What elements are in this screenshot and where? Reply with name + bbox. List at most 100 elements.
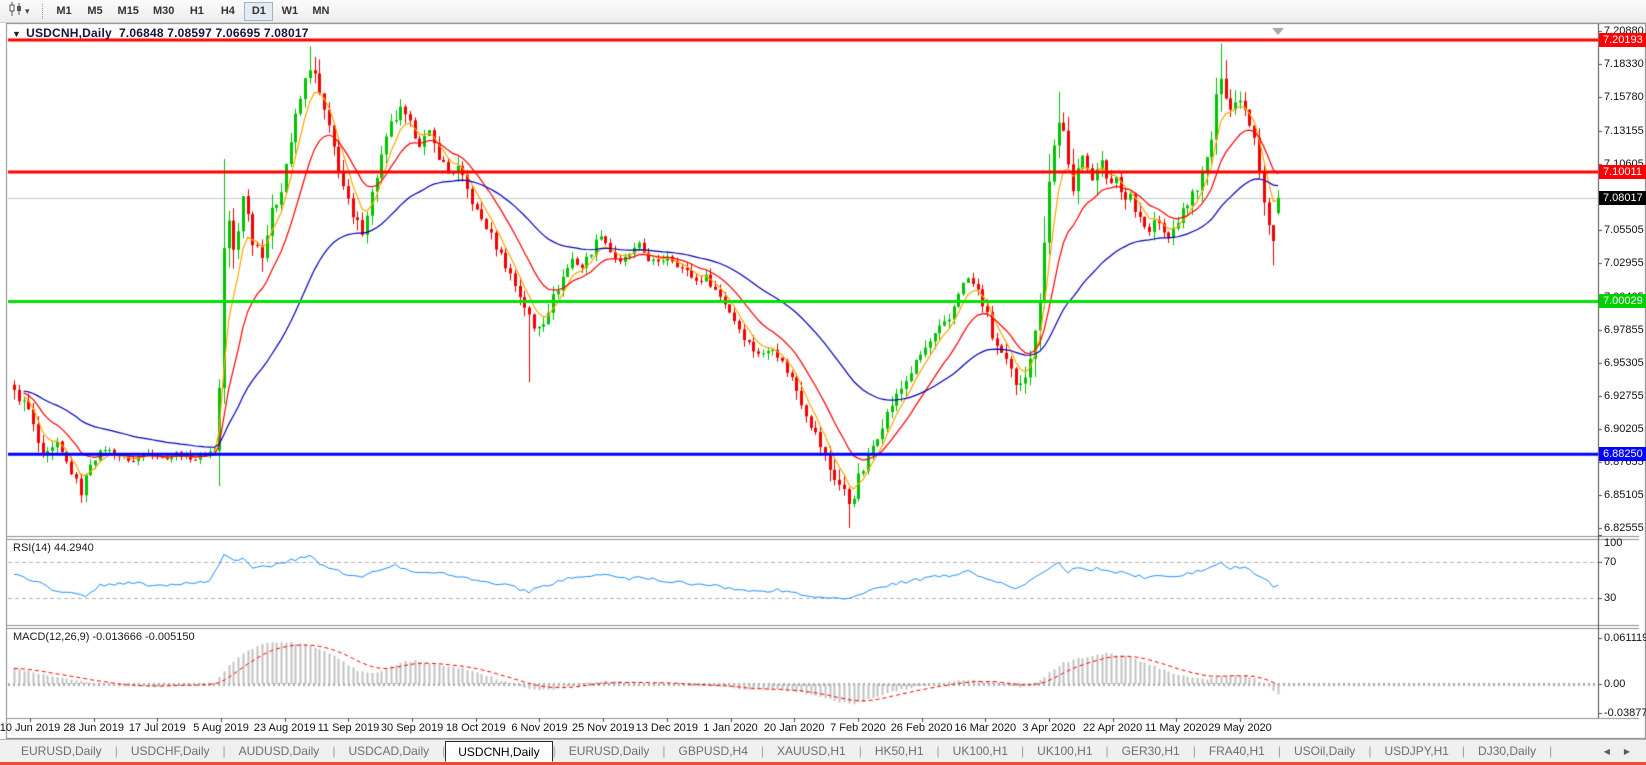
date-label: 25 Nov 2019 [571, 722, 635, 734]
tab-separator: | [1192, 744, 1196, 758]
date-label: 30 Sep 2019 [380, 722, 444, 734]
symbol-tab-eurusd-daily[interactable]: EURUSD,Daily [568, 744, 650, 758]
tab-separator: | [760, 744, 765, 758]
price-tick: 7.02955 [1604, 257, 1644, 270]
tab-separator: | [662, 744, 666, 758]
chart-canvas[interactable] [0, 23, 1646, 739]
date-label: 18 Oct 2019 [445, 722, 506, 734]
price-level-box: 6.88250 [1599, 447, 1646, 462]
date-label: 11 Sep 2019 [317, 722, 380, 734]
symbol-tab-usdcad-daily[interactable]: USDCAD,Daily [348, 744, 430, 758]
price-tick: 6.95305 [1604, 356, 1644, 369]
price-tick: 6.90205 [1604, 422, 1644, 435]
chart-symbol-label: USDCNH,Daily [26, 26, 112, 40]
symbol-tab-dj30-daily[interactable]: DJ30,Daily [1478, 744, 1537, 758]
symbol-tab-bar: EURUSD,Daily | USDCHF,Daily | AUDUSD,Daily | U… [0, 739, 1646, 762]
date-label: 28 Jun 2019 [63, 722, 124, 734]
date-label: 16 Mar 2020 [954, 722, 1017, 734]
date-label: 23 Aug 2019 [253, 722, 316, 734]
price-tick: 6.97855 [1604, 323, 1644, 336]
symbol-tab-ger30-h1[interactable]: GER30,H1 [1121, 744, 1180, 758]
rsi-tick: 70 [1604, 556, 1617, 568]
timeframe-button-h4[interactable]: H4 [213, 2, 242, 21]
tab-separator: | [1461, 744, 1466, 758]
tab-separator: | [1105, 744, 1109, 758]
timeframe-button-h1[interactable]: H1 [182, 2, 211, 21]
date-label: 1 Jan 2020 [703, 722, 758, 734]
tab-separator: | [1549, 744, 1553, 758]
symbol-tab-xauusd-h1[interactable]: XAUUSD,H1 [777, 744, 846, 758]
macd-indicator-label: MACD(12,26,9) -0.013666 -0.005150 [13, 631, 195, 643]
tab-separator: | [442, 744, 446, 758]
toolbar-grip [41, 3, 43, 19]
macd-tick: 0.061119 [1604, 632, 1646, 644]
bottom-accent-strip [0, 762, 1646, 765]
timeframe-button-mn[interactable]: MN [306, 2, 335, 21]
symbol-tab-gbpusd-h4[interactable]: GBPUSD,H4 [678, 744, 748, 758]
date-label: 11 May 2020 [1144, 722, 1208, 734]
price-level-box: 7.00029 [1599, 294, 1646, 309]
timeframe-button-w1[interactable]: W1 [275, 2, 304, 21]
rsi-indicator-label: RSI(14) 44.2940 [13, 542, 94, 554]
price-tick: 7.05505 [1604, 224, 1644, 237]
tab-separator: | [332, 744, 336, 758]
date-label: 7 Feb 2020 [830, 722, 886, 734]
date-label: 6 Nov 2019 [511, 722, 568, 734]
symbol-tab-audusd-daily[interactable]: AUDUSD,Daily [238, 744, 320, 758]
symbol-tab-usoil-daily[interactable]: USOil,Daily [1293, 744, 1356, 758]
price-tick: 6.85105 [1604, 488, 1644, 501]
date-label: 29 May 2020 [1208, 722, 1272, 734]
symbol-tab-uk100-h1[interactable]: UK100,H1 [1037, 744, 1093, 758]
tab-separator: | [1021, 744, 1025, 758]
chart-type-button[interactable]: ▾ [4, 1, 34, 21]
chart-window: ▼ USDCNH,Daily 7.06848 7.08597 7.06695 7.… [0, 23, 1646, 739]
timeframe-button-m30[interactable]: M30 [147, 2, 180, 21]
price-tick: 7.13155 [1604, 125, 1644, 138]
date-label: 5 Aug 2019 [193, 722, 249, 734]
price-level-box: 7.20193 [1599, 32, 1646, 47]
symbol-tab-usdjpy-h1[interactable]: USDJPY,H1 [1384, 744, 1449, 758]
macd-tick: 0.00 [1604, 678, 1626, 690]
date-label: 3 Apr 2020 [1022, 722, 1076, 734]
timeframe-button-d1[interactable]: D1 [244, 1, 274, 21]
chart-title: ▼ USDCNH,Daily 7.06848 7.08597 7.06695 7.… [12, 26, 309, 40]
tab-separator: | [858, 744, 862, 758]
symbol-tab-eurusd-daily[interactable]: EURUSD,Daily [21, 744, 102, 758]
price-tick: 7.15780 [1604, 91, 1644, 104]
date-label: 20 Jan 2020 [763, 722, 825, 734]
tabs-scroll-right-icon[interactable]: ▶ [1623, 747, 1630, 756]
date-label: 10 Jun 2019 [0, 722, 61, 734]
timeframe-button-m5[interactable]: M5 [81, 2, 110, 21]
date-label: 17 Jul 2019 [128, 722, 186, 734]
rsi-tick: 30 [1604, 592, 1617, 604]
chart-ohlc-values: 7.06848 7.08597 7.06695 7.08017 [118, 26, 309, 40]
collapse-triangle-icon[interactable]: ▼ [12, 29, 22, 39]
tab-separator: | [936, 744, 940, 758]
price-level-box: 7.10011 [1599, 164, 1646, 179]
tab-separator: | [1277, 744, 1281, 758]
rsi-tick: 100 [1604, 537, 1623, 549]
tab-separator: | [222, 744, 226, 758]
symbol-tab-usdchf-daily[interactable]: USDCHF,Daily [130, 744, 210, 758]
tabs-scroll-left-icon[interactable]: ◀ [1603, 747, 1610, 756]
timeframe-button-m15[interactable]: M15 [112, 2, 145, 21]
price-tick: 6.82555 [1604, 521, 1644, 534]
symbol-tab-hk50-h1[interactable]: HK50,H1 [874, 744, 924, 758]
tab-separator: | [552, 744, 556, 758]
timeframe-buttons: M1 M5 M15 M30 H1 H4 D1 W1 MN [49, 1, 337, 21]
date-label: 13 Dec 2019 [635, 722, 699, 734]
symbol-tab-usdcnh-daily[interactable]: USDCNH,Daily [445, 741, 553, 762]
symbol-tab-fra40-h1[interactable]: FRA40,H1 [1208, 744, 1265, 758]
timeframe-button-m1[interactable]: M1 [50, 2, 79, 21]
date-label: 22 Apr 2020 [1082, 722, 1143, 734]
candlestick-chart-icon [8, 1, 24, 21]
price-tick: 7.18330 [1604, 58, 1644, 71]
tab-separator: | [114, 744, 118, 758]
symbol-tab-uk100-h1[interactable]: UK100,H1 [952, 744, 1009, 758]
chevron-down-icon: ▾ [25, 5, 30, 16]
price-tick: 6.92755 [1604, 389, 1644, 402]
price-level-box: 7.08017 [1599, 190, 1646, 205]
toolbar: ▾ M1 M5 M15 M30 H1 H4 D1 W1 MN [0, 0, 1646, 23]
